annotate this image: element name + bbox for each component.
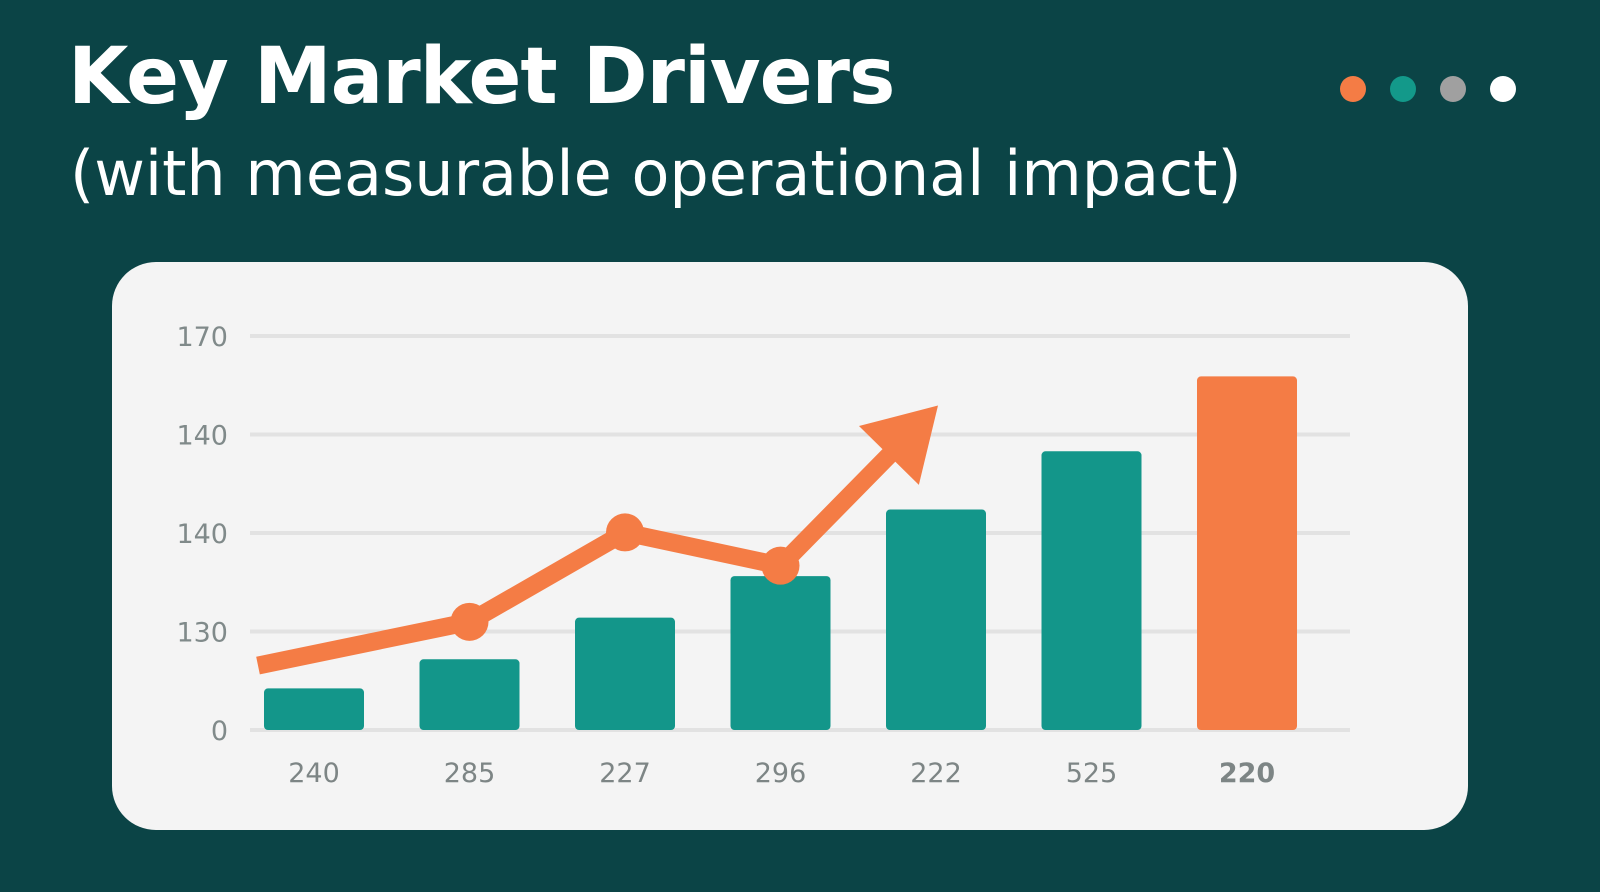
x-tick-label: 222 [910,758,962,789]
bar [575,617,675,730]
trend-arrow-head [858,405,938,485]
trend-marker [450,602,489,641]
x-tick-label: 525 [1066,758,1118,789]
y-tick-label: 140 [176,519,228,550]
y-tick-label: 0 [211,716,228,747]
y-tick-label: 170 [176,322,228,353]
x-tick-label: 227 [599,758,651,789]
bar [1041,451,1142,730]
page-dot-white[interactable] [1490,76,1516,102]
chart-card: 170 140 140 130 0 240 285 227 296 222 525 220 [112,262,1468,830]
y-tick-label: 130 [176,618,228,649]
page-dot-teal[interactable] [1390,76,1416,102]
bar-chart: 170 140 140 130 0 240 285 227 296 222 525 220 [176,322,1350,789]
x-tick-label: 240 [288,758,340,789]
x-tick-label: 285 [444,758,496,789]
page-subtitle: (with measurable operational impact) [70,137,1242,210]
bar [730,576,831,730]
trend-marker [606,513,644,552]
page-dot-gray[interactable] [1440,76,1466,102]
x-tick-label: 220 [1219,758,1275,789]
trend-marker [761,546,800,585]
bar [886,509,986,730]
bar [419,659,520,730]
page-title: Key Market Drivers [68,32,895,122]
page-dot-orange[interactable] [1340,76,1366,102]
y-tick-label: 140 [176,421,228,452]
x-tick-label: 296 [755,758,807,789]
bar [264,688,364,730]
bar [1197,376,1297,730]
